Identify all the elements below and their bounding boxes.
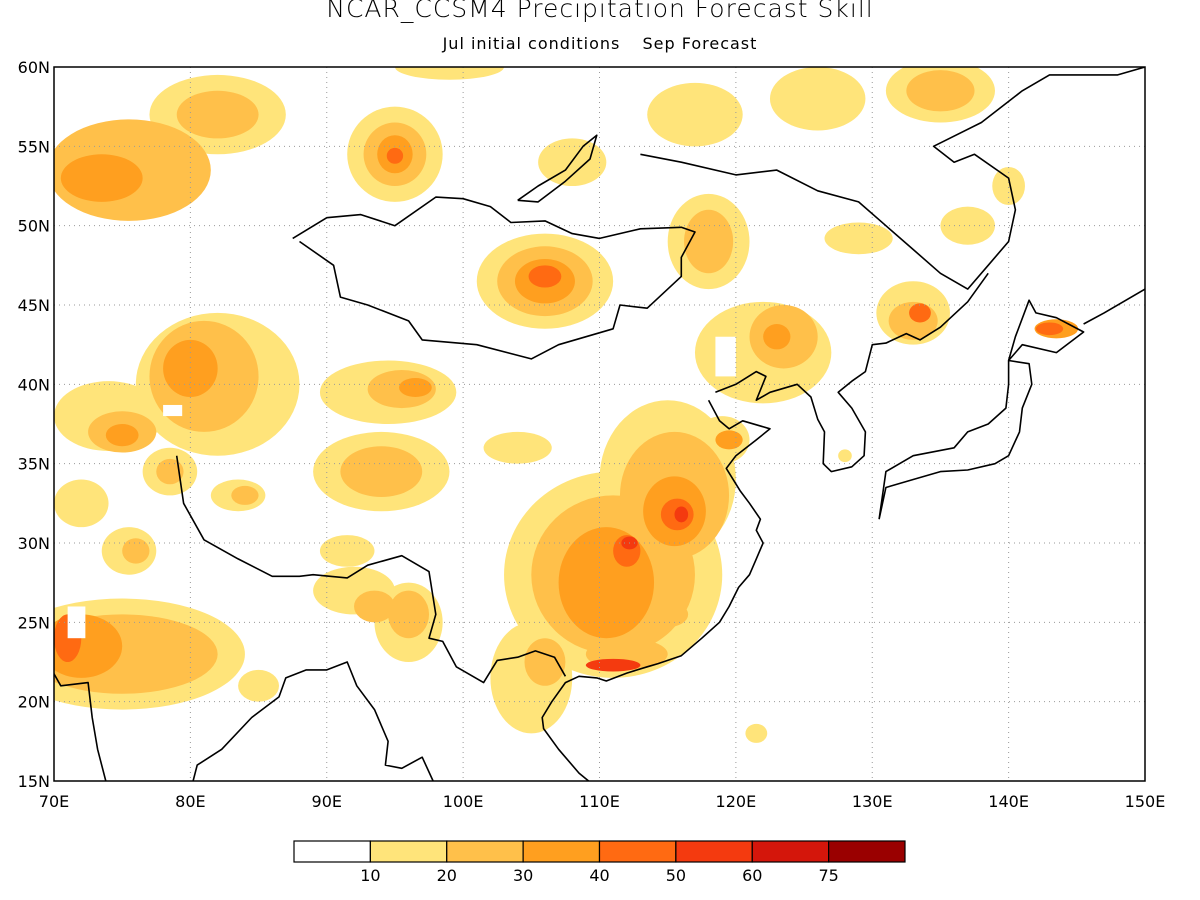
colorbar: 10 20 30 40 50 60 75 — [293, 840, 906, 885]
skill-region-kashmir-2 — [156, 458, 184, 485]
skill-region-amur-mid — [824, 222, 893, 255]
skill-region-top-center — [394, 67, 505, 80]
skill-region-yangtze-5 — [674, 506, 689, 523]
lat-tick-label: 30N — [18, 534, 50, 553]
lat-tick-label: 45N — [18, 296, 50, 315]
skill-region-manchuria-3 — [763, 324, 791, 350]
plot-frame — [53, 66, 1146, 782]
skill-region-north-tibet-3 — [399, 377, 432, 398]
skill-region-taiwan — [745, 723, 768, 743]
skill-region-qinghai-2 — [340, 446, 423, 497]
coastline-india-coast — [54, 672, 107, 781]
skill-region-primorye-4 — [909, 303, 931, 323]
lon-tick-label: 70E — [39, 792, 69, 811]
coastline-japan — [878, 359, 1033, 520]
map-subtitle: Jul initial conditions Sep Forecast — [0, 34, 1200, 53]
coastline-kamchatka-s — [1083, 288, 1145, 325]
mask-white-hole-sindh — [67, 606, 86, 639]
skill-region-pamir-3 — [105, 424, 139, 447]
skill-region-kunlun-s — [319, 535, 375, 567]
skill-region-sakhalin — [992, 166, 1025, 206]
colorbar-swatch — [522, 840, 601, 863]
coastline-baikal-shore — [517, 134, 598, 203]
skill-region-south-china-3 — [558, 527, 655, 639]
lat-tick-label: 55N — [18, 137, 50, 156]
coastline-arctic-coast — [640, 67, 1145, 290]
colorbar-swatch — [446, 840, 524, 863]
lon-tick-label: 150E — [1125, 792, 1166, 811]
lat-tick-label: 60N — [18, 58, 50, 77]
colorbar-label: 20 — [437, 866, 457, 885]
colorbar-swatch — [369, 840, 448, 863]
lat-tick-label: 25N — [18, 613, 50, 632]
skill-region-afghan — [54, 479, 109, 528]
colorbar-label: 40 — [589, 866, 609, 885]
lat-tick-label: 40N — [18, 375, 50, 394]
lon-tick-label: 80E — [175, 792, 205, 811]
skill-region-assam-2 — [388, 590, 430, 639]
coastline-china-coast — [715, 272, 989, 473]
lat-tick-label: 50N — [18, 217, 50, 236]
skill-region-nepal-2 — [231, 485, 259, 505]
skill-region-west-siberia-inner — [176, 90, 259, 139]
subtitle-initial-conditions: Jul initial conditions — [442, 34, 621, 53]
colorbar-label: 50 — [666, 866, 686, 885]
coastline-mongolia-border — [292, 196, 696, 360]
skill-region-qaidam — [483, 431, 552, 464]
skill-region-hokkaido-4 — [1035, 322, 1064, 336]
lon-tick-label: 140E — [988, 792, 1029, 811]
colorbar-swatch — [675, 840, 753, 863]
skill-region-okhotsk-2 — [906, 70, 975, 112]
skill-region-north-kazakhstan-core — [60, 154, 143, 202]
skill-region-tianshan-3 — [163, 339, 218, 398]
grid-lines — [54, 67, 1145, 781]
skill-region-yakutia-e — [769, 67, 866, 131]
lon-tick-label: 130E — [852, 792, 893, 811]
skill-region-pakistan-2 — [122, 538, 150, 564]
skill-region-gujarat — [238, 669, 280, 702]
colorbar-swatch — [828, 840, 906, 863]
axis-labels: 70E 80E 90E 100E 110E 120E 130E 140E 150E 15N 20N 2… — [18, 58, 1166, 811]
lat-tick-label: 35N — [18, 455, 50, 474]
colorbar-label: 60 — [742, 866, 762, 885]
colorbar-label: 75 — [818, 866, 838, 885]
colorbar-label: 30 — [513, 866, 533, 885]
lon-tick-label: 110E — [579, 792, 620, 811]
skill-region-khabarovsk — [940, 206, 995, 245]
lon-tick-label: 120E — [716, 792, 757, 811]
mask-white-hole-bohai — [715, 336, 736, 377]
coastline-tibet-border — [175, 455, 567, 684]
coastline-bay-bengal — [192, 661, 434, 781]
lon-tick-label: 100E — [443, 792, 484, 811]
skill-region-mongolia-4 — [528, 265, 562, 288]
skill-region-guangdong-5 — [585, 658, 641, 672]
skill-region-amur-upper-2 — [684, 209, 734, 274]
skill-region-shandong-3 — [715, 430, 743, 450]
colorbar-swatch — [751, 840, 830, 863]
colorbar-swatch — [598, 840, 677, 863]
skill-region-yakutia-w — [647, 82, 743, 147]
skill-region-yunnan-2 — [524, 638, 566, 686]
lat-tick-label: 20N — [18, 693, 50, 712]
skill-region-tuva-4 — [386, 147, 404, 164]
colorbar-swatch — [293, 840, 371, 863]
subtitle-forecast: Sep Forecast — [642, 34, 758, 53]
map-title: NCAR_CCSM4 Precipitation Forecast Skill — [326, 0, 874, 23]
coastline-china-east-coast — [541, 399, 771, 781]
lon-tick-label: 90E — [312, 792, 342, 811]
skill-region-fujian-2 — [647, 601, 689, 628]
coastlines — [54, 67, 1145, 781]
mask-white-hole-pamir — [163, 404, 183, 417]
colorbar-label: 10 — [360, 866, 380, 885]
coastline-hokkaido-coast — [1007, 299, 1085, 362]
skill-region-korea-s — [838, 449, 852, 463]
skill-region-himalaya-east-2 — [354, 590, 395, 623]
lat-tick-label: 15N — [18, 772, 50, 791]
skill-field-layer — [54, 67, 1079, 743]
